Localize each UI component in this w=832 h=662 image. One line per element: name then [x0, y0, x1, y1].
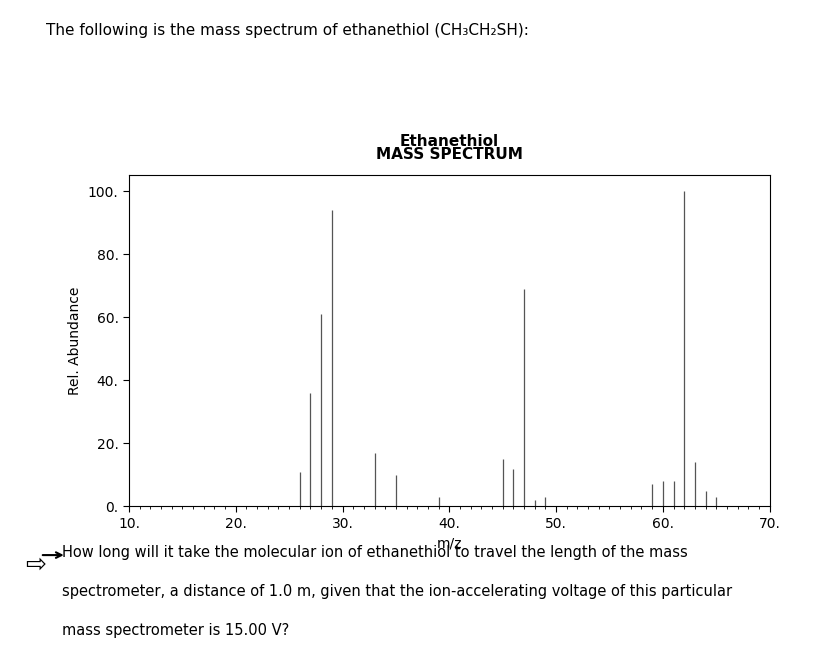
Text: ⇨: ⇨	[25, 553, 47, 577]
Text: The following is the mass spectrum of ethanethiol (CH₃CH₂SH):: The following is the mass spectrum of et…	[46, 23, 528, 38]
Text: MASS SPECTRUM: MASS SPECTRUM	[376, 147, 522, 162]
Y-axis label: Rel. Abundance: Rel. Abundance	[68, 287, 82, 395]
Text: spectrometer, a distance of 1.0 m, given that the ion-accelerating voltage of th: spectrometer, a distance of 1.0 m, given…	[62, 584, 732, 599]
Text: How long will it take the molecular ion of ethanethiol to travel the length of t: How long will it take the molecular ion …	[62, 545, 688, 560]
Text: mass spectrometer is 15.00 V?: mass spectrometer is 15.00 V?	[62, 623, 290, 638]
Text: Ethanethiol: Ethanethiol	[399, 134, 499, 149]
X-axis label: m/z: m/z	[437, 536, 462, 550]
